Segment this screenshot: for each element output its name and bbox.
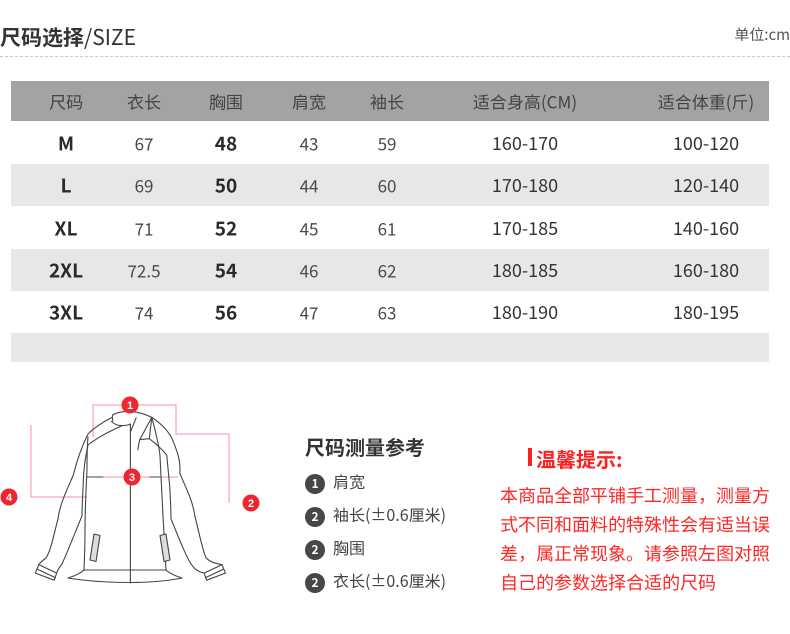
svg-text:4: 4 <box>6 492 13 504</box>
svg-text:1: 1 <box>127 400 133 412</box>
svg-text:3: 3 <box>129 472 135 484</box>
svg-text:2: 2 <box>248 498 254 510</box>
